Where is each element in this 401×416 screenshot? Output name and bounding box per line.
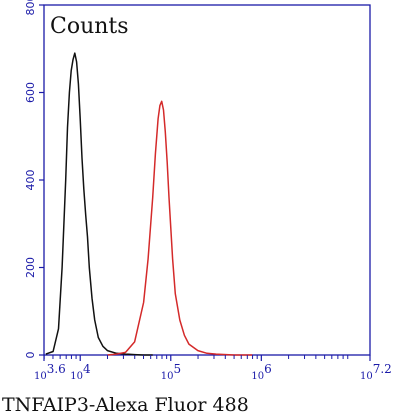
y-tick-label: 0	[24, 352, 37, 359]
x-tick-label: 103.6	[34, 362, 66, 382]
x-tick-label: 105	[161, 362, 181, 382]
y-tick-label: 600	[24, 82, 37, 103]
series-line-2	[107, 100, 253, 356]
series-line-1	[45, 52, 153, 356]
y-axis: 0 200 400 600 800	[24, 0, 44, 359]
y-tick-label: 800	[24, 0, 37, 16]
x-tick-label: 104	[70, 362, 91, 382]
y-tick-label: 400	[24, 170, 37, 191]
y-axis-label: Counts	[50, 14, 129, 39]
x-axis-label: TNFAIP3-Alexa Fluor 488	[2, 394, 249, 416]
x-tick-label: 107.2	[360, 362, 392, 382]
series-layer	[45, 52, 253, 356]
y-tick-label: 200	[24, 257, 37, 278]
x-tick-label: 106	[251, 362, 271, 382]
